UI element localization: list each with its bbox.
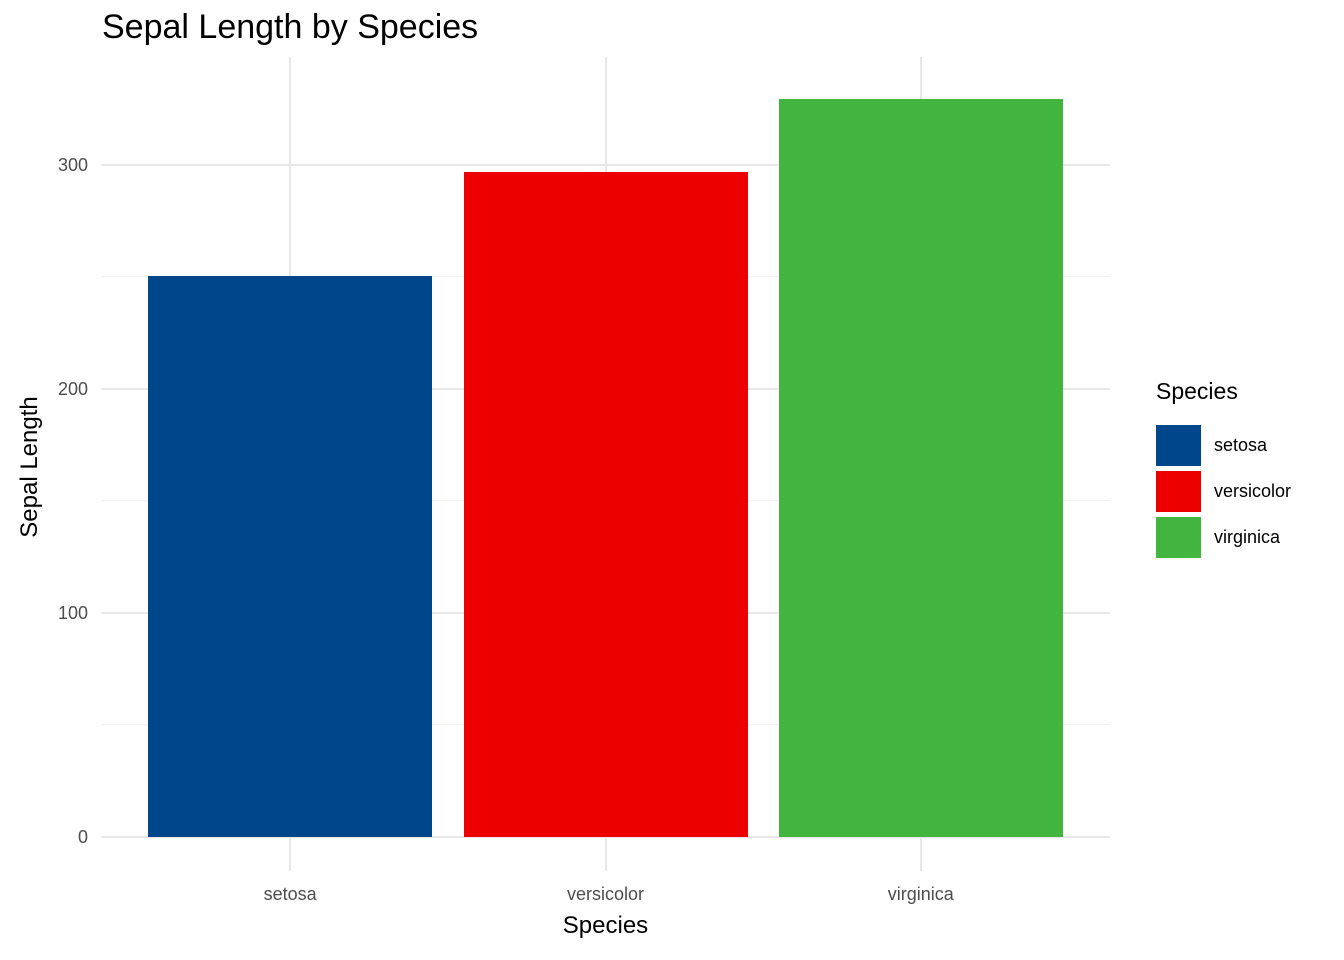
y-axis-title: Sepal Length	[16, 396, 43, 538]
chart-title: Sepal Length by Species	[102, 8, 479, 46]
bar-virginica	[778, 98, 1063, 837]
legend: setosa versicolor virginica	[1156, 422, 1291, 560]
legend-key-versicolor	[1156, 470, 1201, 512]
y-tick-label-0: 0	[77, 827, 88, 847]
legend-item-versicolor: versicolor	[1156, 468, 1291, 514]
legend-key-setosa	[1156, 424, 1201, 466]
legend-title: Species	[1156, 378, 1238, 404]
x-axis-title: Species	[562, 912, 649, 939]
x-tick-label-setosa: setosa	[263, 884, 317, 904]
legend-key-virginica	[1156, 516, 1201, 558]
plot-panel	[101, 57, 1110, 838]
y-tick-label-200: 200	[57, 378, 88, 399]
bar-setosa	[148, 275, 433, 837]
x-tick-mark-versicolor	[604, 838, 607, 871]
x-tick-label-versicolor: versicolor	[566, 884, 645, 904]
y-gridline-major-0	[101, 836, 1110, 838]
legend-item-label: versicolor	[1214, 480, 1292, 501]
x-tick-mark-setosa	[289, 838, 292, 871]
legend-item-label: setosa	[1214, 434, 1268, 455]
legend-item-virginica: virginica	[1156, 514, 1291, 560]
y-tick-label-300: 300	[57, 154, 88, 175]
x-tick-label-virginica: virginica	[887, 884, 954, 904]
y-tick-label-100: 100	[57, 602, 88, 623]
x-tick-mark-virginica	[919, 838, 922, 871]
legend-item-label: virginica	[1214, 526, 1281, 547]
bar-versicolor	[463, 171, 748, 837]
legend-item-setosa: setosa	[1156, 422, 1291, 468]
